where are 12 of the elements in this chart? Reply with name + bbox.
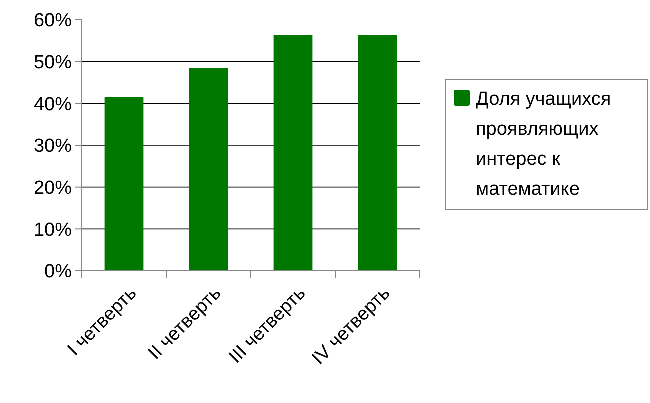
y-tick-label: 50% <box>34 52 72 74</box>
y-tick-label: 30% <box>34 136 72 158</box>
bar <box>189 68 228 271</box>
legend-label: Доля учащихся проявляющих интерес к математике <box>476 89 612 200</box>
y-tick-label: 20% <box>34 178 72 199</box>
bar <box>104 97 144 271</box>
y-tick-label: 10% <box>34 220 72 241</box>
y-tick-label: 40% <box>34 94 72 116</box>
y-tick-label: 0% <box>44 262 72 283</box>
y-tick-label: 60% <box>34 10 72 32</box>
bar <box>358 35 398 271</box>
bar <box>274 35 313 271</box>
